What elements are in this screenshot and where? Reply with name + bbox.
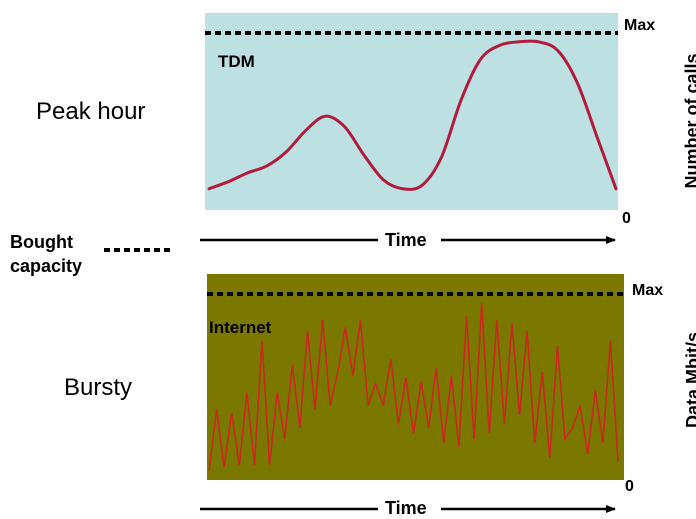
- bought-capacity-line2: capacity: [10, 256, 83, 276]
- internet-zero-label: 0: [625, 478, 634, 495]
- peak-hour-label: Peak hour: [36, 98, 146, 125]
- internet-max-label: Max: [632, 282, 664, 299]
- tdm-time-label: Time: [385, 230, 427, 250]
- bought-capacity-label: Bought capacity: [10, 230, 82, 278]
- number-of-calls-label: Number of calls: [682, 53, 696, 189]
- tdm-label: TDM: [218, 52, 255, 71]
- tdm-calls-curve: [207, 39, 618, 191]
- internet-time-label: Time: [385, 498, 427, 518]
- tdm-zero-label: 0: [622, 210, 631, 227]
- tdm-max-label: Max: [624, 17, 656, 34]
- internet-label: Internet: [209, 318, 272, 337]
- data-mbits-label: Data Mbit/s: [683, 332, 696, 429]
- bursty-label: Bursty: [64, 374, 133, 401]
- internet-traffic-series: [208, 303, 619, 471]
- bought-capacity-line1: Bought: [10, 232, 73, 252]
